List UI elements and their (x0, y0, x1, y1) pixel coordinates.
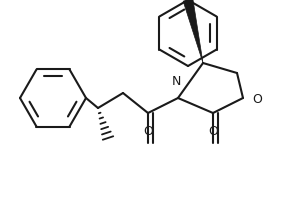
Text: O: O (208, 125, 218, 138)
Text: N: N (171, 75, 181, 88)
Text: O: O (143, 125, 153, 138)
Polygon shape (183, 0, 203, 63)
Text: O: O (252, 92, 262, 105)
